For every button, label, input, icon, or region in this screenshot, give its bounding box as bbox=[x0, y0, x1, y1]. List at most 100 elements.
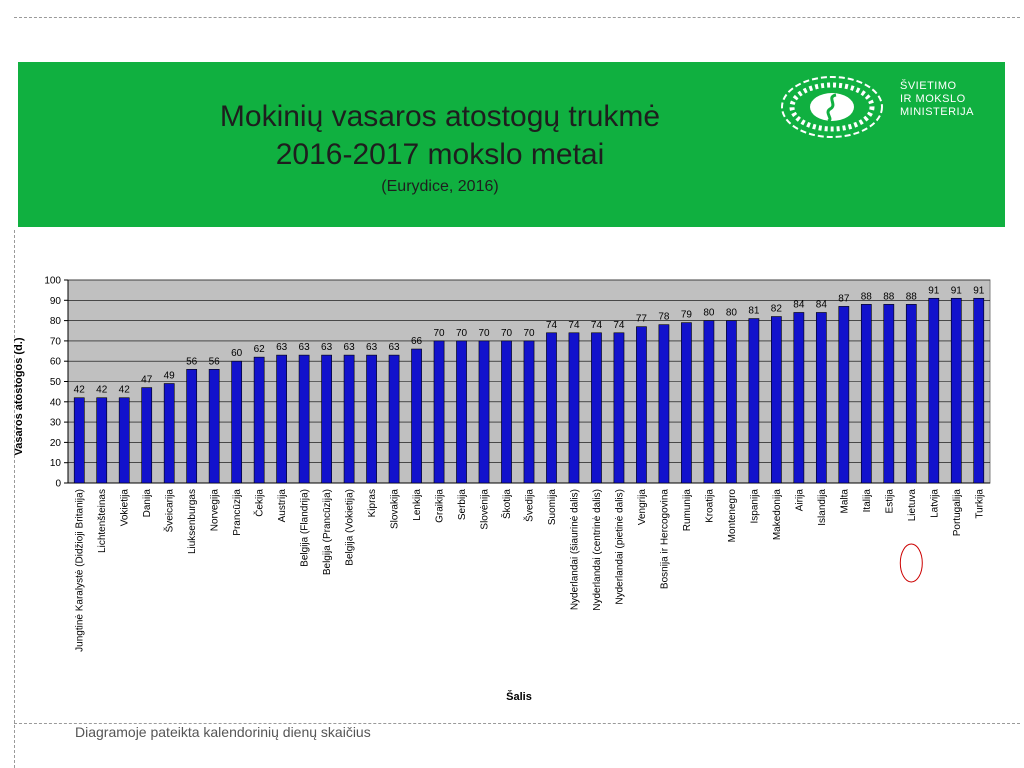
x-tick-label: Jungtinė Karalystė (Didžioji Britanija) bbox=[75, 489, 86, 652]
data-label: 63 bbox=[389, 342, 401, 353]
data-label: 56 bbox=[186, 356, 198, 367]
x-tick-label: Lichtenšteinas bbox=[97, 489, 108, 553]
bar bbox=[658, 324, 670, 484]
x-tick-label: Airija bbox=[794, 489, 805, 512]
bar bbox=[860, 304, 872, 484]
data-label: 74 bbox=[568, 320, 580, 331]
x-tick-label: Kroatija bbox=[704, 489, 715, 523]
bar bbox=[343, 354, 355, 484]
data-label: 63 bbox=[366, 342, 378, 353]
x-tick-label: Čekija bbox=[253, 489, 266, 517]
x-tick-label: Prancūzija bbox=[232, 489, 243, 536]
bar bbox=[950, 297, 962, 484]
bar bbox=[388, 354, 400, 484]
data-label: 87 bbox=[838, 293, 850, 304]
x-tick-label: Graikija bbox=[435, 489, 446, 523]
x-tick-label: Estija bbox=[884, 489, 895, 514]
y-tick-label: 10 bbox=[50, 458, 62, 469]
x-tick-label: Nyderlandai (centrinė dalis) bbox=[592, 489, 603, 611]
y-tick-label: 30 bbox=[50, 418, 62, 429]
logo-line-1: ŠVIETIMO bbox=[900, 80, 957, 92]
data-label: 84 bbox=[816, 299, 828, 310]
x-tick-label: Belgija (Prancūzija) bbox=[322, 489, 333, 575]
y-tick-label: 50 bbox=[50, 377, 62, 388]
bar bbox=[815, 312, 827, 484]
bar bbox=[793, 312, 805, 484]
x-tick-label: Portugalija bbox=[952, 489, 963, 537]
left-dashed-border bbox=[14, 230, 15, 768]
data-label: 49 bbox=[164, 371, 176, 382]
logo-line-2: IR MOKSLO bbox=[900, 93, 966, 105]
x-tick-label: Šveicarija bbox=[163, 489, 176, 533]
data-label: 42 bbox=[96, 385, 108, 396]
data-label: 70 bbox=[456, 328, 468, 339]
data-label: 56 bbox=[209, 356, 221, 367]
logo-line-3: MINISTERIJA bbox=[900, 106, 974, 118]
bar bbox=[838, 306, 850, 484]
data-label: 91 bbox=[928, 285, 940, 296]
x-tick-label: Lietuva bbox=[907, 489, 918, 522]
y-tick-label: 60 bbox=[50, 357, 62, 368]
data-label: 80 bbox=[703, 308, 715, 319]
x-tick-label: Švedija bbox=[523, 489, 536, 522]
x-tick-label: Slovėnija bbox=[480, 489, 491, 530]
y-tick-label: 40 bbox=[50, 397, 62, 408]
data-label: 63 bbox=[276, 342, 288, 353]
slide-subtitle: (Eurydice, 2016) bbox=[381, 178, 499, 195]
data-label: 47 bbox=[141, 375, 153, 386]
bar bbox=[883, 304, 895, 484]
highlight-circle bbox=[899, 543, 923, 583]
bar bbox=[748, 318, 760, 484]
y-tick-label: 90 bbox=[50, 296, 62, 307]
x-tick-label: Suomija bbox=[547, 489, 558, 526]
bar bbox=[73, 397, 85, 484]
data-label: 42 bbox=[74, 385, 86, 396]
x-tick-label: Belgija (Flandrija) bbox=[300, 489, 311, 567]
x-tick-label: Italija bbox=[862, 489, 873, 513]
bar bbox=[433, 340, 445, 484]
bar bbox=[771, 316, 782, 484]
data-label: 63 bbox=[299, 342, 311, 353]
data-label: 70 bbox=[501, 328, 513, 339]
data-label: 80 bbox=[726, 308, 738, 319]
data-label: 42 bbox=[119, 385, 131, 396]
x-tick-label: Norvegija bbox=[210, 489, 221, 532]
x-tick-label: Nyderlandai (šiaurinė dalis) bbox=[569, 489, 580, 610]
bar bbox=[523, 340, 535, 484]
data-label: 91 bbox=[973, 285, 985, 296]
data-label: 82 bbox=[771, 304, 783, 315]
top-dashed-border bbox=[14, 17, 1020, 18]
x-tick-label: Belgija (Vokietija) bbox=[345, 489, 356, 566]
bar bbox=[366, 354, 377, 484]
data-label: 60 bbox=[231, 348, 243, 359]
bar bbox=[298, 354, 310, 484]
data-label: 74 bbox=[591, 320, 603, 331]
ministry-logo-text: ŠVIETIMO IR MOKSLO MINISTERIJA bbox=[900, 80, 974, 119]
bar bbox=[231, 360, 243, 484]
x-tick-label: Makedonija bbox=[772, 489, 783, 541]
bar bbox=[478, 340, 490, 484]
bar bbox=[96, 397, 108, 484]
x-tick-label: Malta bbox=[839, 489, 850, 514]
bar bbox=[208, 369, 220, 484]
x-tick-label: Latvija bbox=[929, 489, 940, 518]
data-label: 84 bbox=[793, 299, 805, 310]
y-tick-label: 80 bbox=[50, 316, 62, 327]
x-tick-label: Austrija bbox=[277, 489, 288, 523]
bar bbox=[703, 320, 715, 484]
bottom-dashed-border bbox=[14, 723, 1020, 724]
data-label: 63 bbox=[344, 342, 356, 353]
data-label: 79 bbox=[681, 310, 693, 321]
data-label: 74 bbox=[546, 320, 558, 331]
bar bbox=[118, 397, 130, 484]
data-label: 88 bbox=[906, 291, 918, 302]
footnote: Diagramoje pateikta kalendorinių dienų s… bbox=[75, 724, 371, 740]
x-tick-label: Serbija bbox=[457, 489, 468, 521]
y-tick-label: 70 bbox=[50, 336, 62, 347]
bar bbox=[253, 356, 265, 484]
x-tick-label: Turkija bbox=[974, 489, 985, 519]
bar bbox=[905, 304, 917, 484]
bar bbox=[591, 332, 602, 484]
x-tick-label: Montenegro bbox=[727, 489, 738, 543]
